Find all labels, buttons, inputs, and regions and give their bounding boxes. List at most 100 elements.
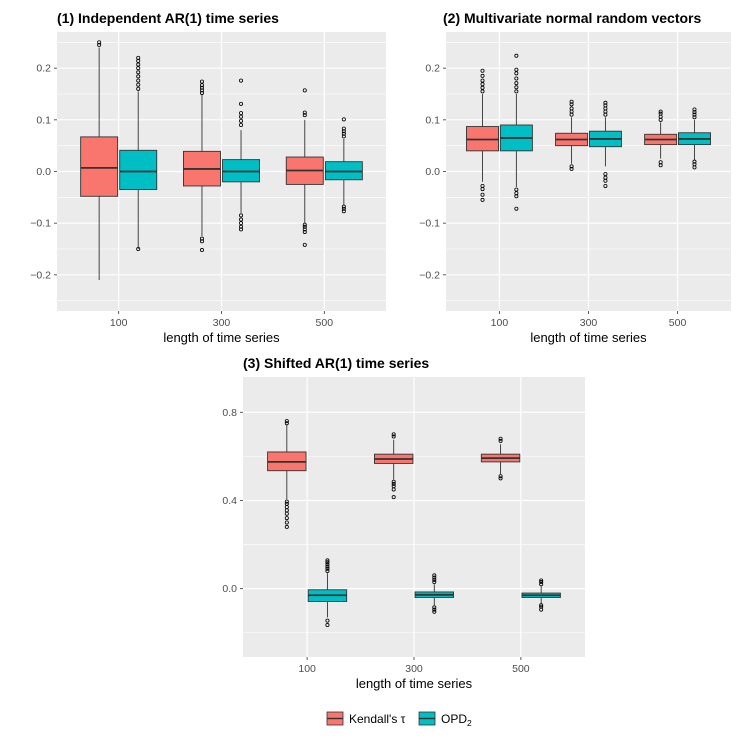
outlier-point bbox=[136, 66, 141, 71]
outlier-point bbox=[569, 102, 574, 107]
outlier-point bbox=[539, 582, 544, 587]
outlier-point bbox=[432, 580, 437, 585]
box-kendall-300 bbox=[555, 99, 589, 171]
outlier-point bbox=[302, 110, 307, 115]
outlier-point bbox=[514, 67, 519, 72]
outlier-point bbox=[199, 236, 204, 241]
x-tick-label: 100 bbox=[491, 317, 509, 329]
x-axis-label: length of time series bbox=[163, 330, 280, 345]
box-opd-100 bbox=[499, 53, 533, 211]
outlier-point bbox=[432, 609, 437, 614]
outlier-point bbox=[341, 126, 346, 131]
x-tick-label: 500 bbox=[512, 663, 530, 675]
box-kendall-500 bbox=[480, 436, 521, 481]
outlier-point bbox=[498, 474, 503, 479]
outlier-point bbox=[692, 159, 697, 164]
box-body bbox=[80, 136, 119, 197]
outlier-point bbox=[284, 516, 289, 521]
outlier-point bbox=[199, 239, 204, 244]
outlier-point bbox=[480, 187, 485, 192]
outlier-point bbox=[692, 107, 697, 112]
x-tick-label: 300 bbox=[405, 663, 423, 675]
outlier-point bbox=[539, 603, 544, 608]
y-tick-label: 0.0 bbox=[425, 166, 440, 178]
outlier-point bbox=[498, 438, 503, 443]
outlier-point bbox=[514, 81, 519, 86]
outlier-point bbox=[658, 160, 663, 165]
outlier-point bbox=[480, 82, 485, 87]
outlier-point bbox=[239, 224, 244, 229]
outlier-point bbox=[199, 85, 204, 90]
outlier-point bbox=[136, 74, 141, 79]
x-tick-label: 500 bbox=[669, 317, 687, 329]
outlier-point bbox=[199, 248, 204, 253]
outlier-point bbox=[284, 524, 289, 529]
y-tick-label: 0.8 bbox=[222, 407, 237, 419]
y-tick-label: 0.0 bbox=[222, 583, 237, 595]
outlier-point bbox=[302, 222, 307, 227]
outlier-point bbox=[480, 78, 485, 83]
outlier-point bbox=[514, 85, 519, 90]
outlier-point bbox=[136, 55, 141, 60]
outlier-point bbox=[136, 70, 141, 75]
outlier-point bbox=[341, 209, 346, 214]
box-kendall-100 bbox=[267, 419, 307, 529]
outlier-point bbox=[480, 73, 485, 78]
box-opd-300 bbox=[222, 78, 260, 232]
box-kendall-500 bbox=[285, 88, 324, 247]
outlier-point bbox=[341, 117, 346, 122]
box-opd-500 bbox=[678, 107, 711, 170]
outlier-point bbox=[341, 204, 346, 209]
outlier-point bbox=[480, 197, 485, 202]
x-tick-label: 300 bbox=[213, 317, 231, 329]
legend-label-kendall: Kendall's τ bbox=[349, 712, 406, 726]
panel-title: (2) Multivariate normal random vectors bbox=[443, 10, 702, 26]
outlier-point bbox=[302, 224, 307, 229]
y-tick-label: −0.1 bbox=[419, 218, 440, 230]
outlier-point bbox=[569, 166, 574, 171]
outlier-point bbox=[391, 479, 396, 484]
outlier-point bbox=[325, 560, 330, 565]
outlier-point bbox=[239, 221, 244, 226]
outlier-point bbox=[432, 577, 437, 582]
outlier-point bbox=[658, 109, 663, 114]
outlier-point bbox=[514, 206, 519, 211]
outlier-point bbox=[136, 246, 141, 251]
panel-3: 0.0 0.4 0.8 100 300 500 (3) Shifted AR(1) time… bbox=[222, 355, 585, 691]
y-tick-label: 0.4 bbox=[222, 495, 237, 507]
box-opd-500 bbox=[521, 578, 561, 612]
outlier-point bbox=[341, 129, 346, 134]
outlier-point bbox=[284, 520, 289, 525]
outlier-point bbox=[284, 501, 289, 506]
outlier-point bbox=[432, 573, 437, 578]
outlier-point bbox=[603, 172, 608, 177]
x-tick-label: 100 bbox=[298, 663, 316, 675]
outlier-point bbox=[391, 432, 396, 437]
outlier-point bbox=[284, 499, 289, 504]
x-tick-label: 300 bbox=[580, 317, 598, 329]
outlier-point bbox=[239, 217, 244, 222]
outlier-point bbox=[603, 183, 608, 188]
outlier-point bbox=[514, 53, 519, 58]
outlier-point bbox=[514, 187, 519, 192]
y-tick-label: 0.1 bbox=[425, 114, 440, 126]
outlier-point bbox=[539, 607, 544, 612]
outlier-point bbox=[341, 134, 346, 139]
outlier-point bbox=[302, 242, 307, 247]
outlier-point bbox=[239, 227, 244, 232]
box-kendall-100 bbox=[80, 40, 119, 280]
box-kendall-300 bbox=[183, 79, 221, 253]
y-tick-label: −0.1 bbox=[30, 218, 51, 230]
outlier-point bbox=[569, 99, 574, 104]
box-kendall-100 bbox=[466, 68, 499, 202]
box-opd-300 bbox=[414, 573, 454, 614]
outlier-point bbox=[432, 575, 437, 580]
outlier-point bbox=[239, 78, 244, 83]
outlier-point bbox=[341, 131, 346, 136]
y-tick-label: −0.2 bbox=[419, 269, 440, 281]
outlier-point bbox=[692, 110, 697, 115]
panel-1: −0.2 −0.1 0.0 0.1 0.2 100 300 500 (1) Independen… bbox=[30, 10, 386, 345]
outlier-point bbox=[302, 88, 307, 93]
